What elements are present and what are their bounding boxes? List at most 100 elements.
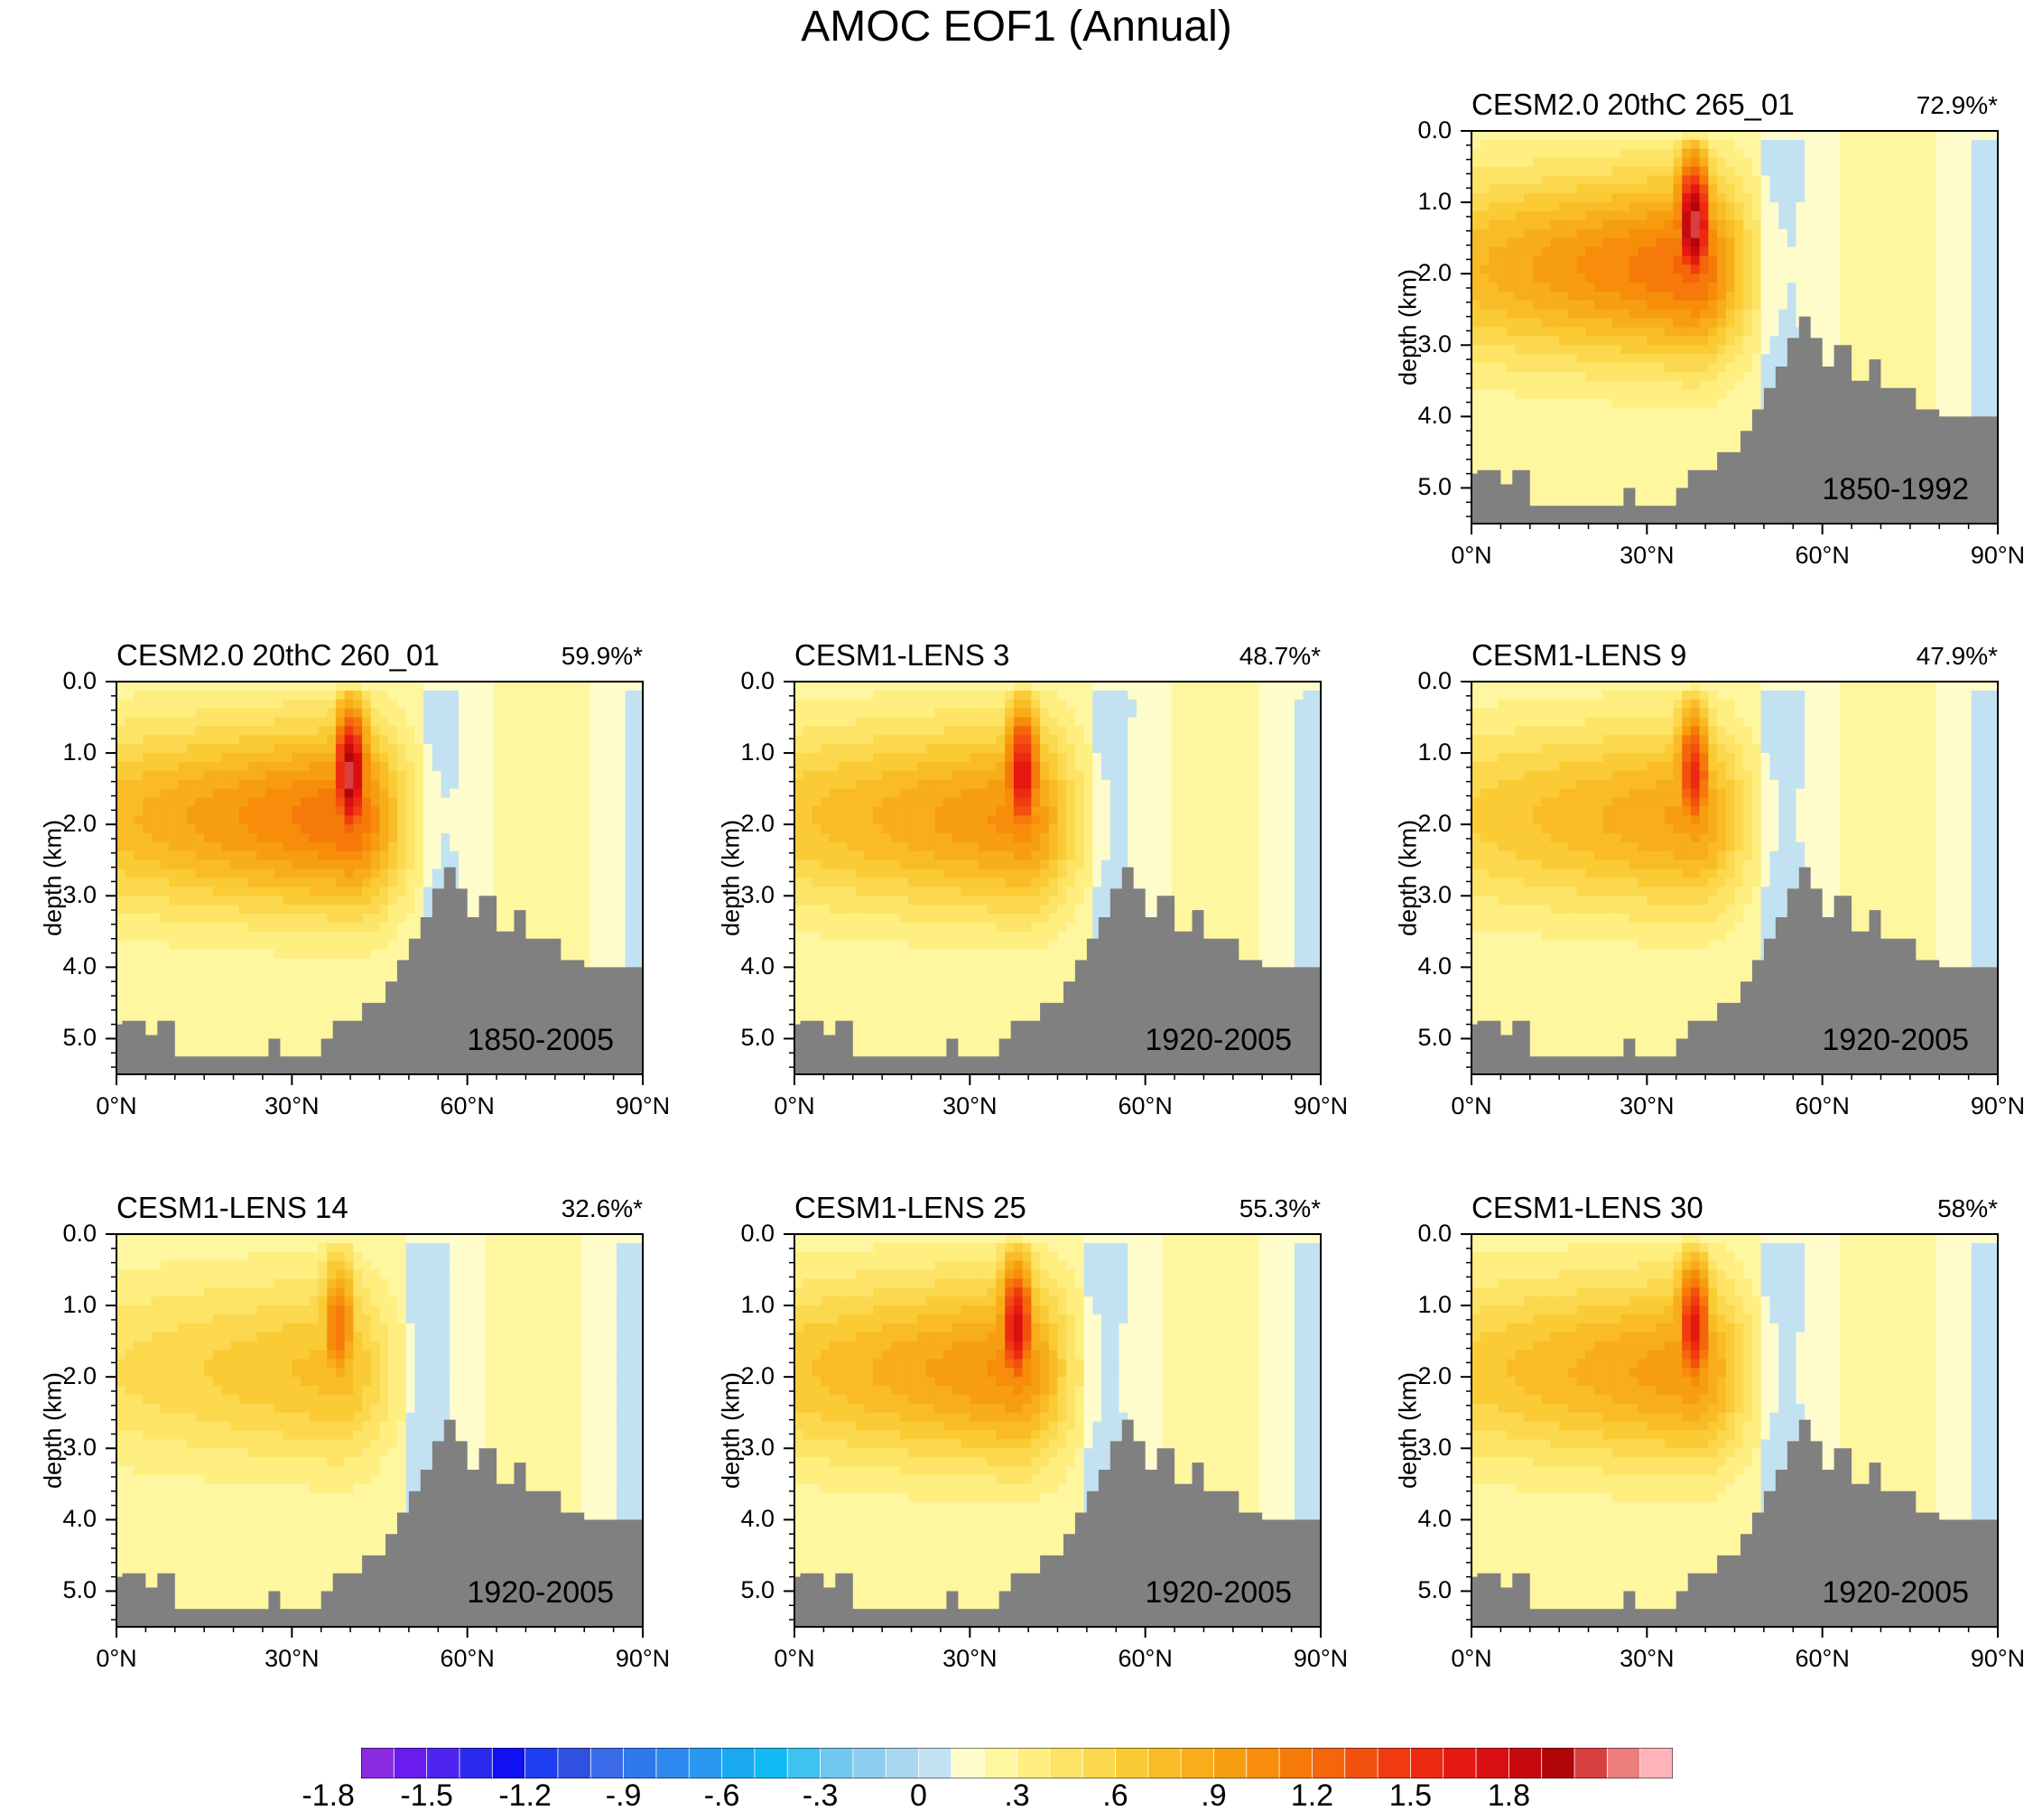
heatmap-cell (414, 779, 424, 790)
heatmap-cell (134, 976, 144, 986)
heatmap-cell (116, 841, 126, 852)
heatmap-cell (554, 690, 565, 701)
heatmap-cell (283, 797, 292, 808)
heatmap-cell (1796, 219, 1806, 230)
heatmap-cell (1506, 425, 1517, 435)
heatmap-cell (554, 770, 565, 781)
heatmap-cell (204, 735, 214, 745)
heatmap-cell (195, 682, 205, 692)
heatmap-cell (1480, 193, 1490, 203)
heatmap-cell (1751, 219, 1762, 230)
heatmap-cell (1866, 255, 1876, 265)
heatmap-cell (1725, 219, 1736, 230)
heatmap-cell (423, 905, 433, 915)
heatmap-cell (1690, 283, 1701, 292)
heatmap-cell (221, 850, 231, 861)
heatmap-cell (1594, 193, 1604, 203)
heatmap-cell (1594, 309, 1604, 320)
heatmap-cell (1805, 246, 1815, 257)
heatmap-cell (1866, 283, 1876, 292)
heatmap-cell (212, 753, 223, 763)
heatmap-cell (344, 922, 354, 933)
heatmap-cell (1831, 255, 1841, 265)
heatmap-cell (327, 708, 337, 719)
heatmap-cell (256, 949, 266, 960)
heatmap-cell (1629, 434, 1639, 444)
heatmap-cell (1594, 389, 1604, 400)
heatmap-cell (1664, 255, 1675, 265)
heatmap-cell (239, 770, 249, 781)
heatmap-cell (1664, 460, 1675, 471)
heatmap-cell (370, 859, 381, 870)
heatmap-cell (1840, 131, 1850, 141)
heatmap-cell (1602, 274, 1613, 283)
heatmap-cell (1533, 380, 1543, 391)
heatmap-cell (1805, 148, 1815, 159)
heatmap-cell (125, 976, 135, 986)
heatmap-cell (1550, 255, 1560, 265)
heatmap-cell (1550, 139, 1560, 150)
heatmap-cell (1585, 434, 1595, 444)
heatmap-cell (160, 985, 170, 995)
heatmap-cell (1848, 318, 1859, 329)
heatmap-cell (1550, 274, 1560, 283)
heatmap-cell (1515, 202, 1525, 212)
heatmap-cell (309, 940, 320, 951)
heatmap-cell (1787, 139, 1797, 150)
y-tick-label: 1.0 (1417, 188, 1452, 216)
heatmap-cell (309, 922, 320, 933)
heatmap-cell (458, 824, 469, 834)
heatmap-cell (353, 833, 363, 843)
heatmap-cell (335, 922, 346, 933)
heatmap-cell (1664, 210, 1675, 221)
heatmap-cell (467, 878, 477, 887)
heatmap-cell (362, 717, 372, 728)
heatmap-cell (1699, 460, 1709, 471)
heatmap-cell (1751, 283, 1762, 292)
heatmap-cell (1585, 228, 1595, 239)
heatmap-cell (1647, 274, 1657, 283)
heatmap-cell (511, 878, 521, 887)
heatmap-cell (1471, 354, 1481, 364)
heatmap-cell (1927, 219, 1937, 230)
heatmap-cell (1769, 274, 1779, 283)
heatmap-cell (370, 806, 381, 816)
heatmap-cell (1901, 318, 1911, 329)
heatmap-cell (502, 682, 512, 692)
heatmap-cell (1498, 345, 1508, 355)
heatmap-cell (125, 914, 135, 924)
heatmap-cell (1751, 202, 1762, 212)
heatmap-cell (309, 1038, 320, 1048)
heatmap-cell (528, 850, 538, 861)
heatmap-cell (1506, 416, 1517, 426)
heatmap-cell (1567, 363, 1578, 373)
heatmap-cell (1874, 210, 1885, 221)
heatmap-cell (186, 797, 197, 808)
heatmap-cell (160, 779, 170, 790)
heatmap-cell (1822, 309, 1832, 320)
heatmap-cell (1805, 175, 1815, 185)
heatmap-cell (327, 682, 337, 692)
heatmap-cell (1874, 265, 1885, 274)
heatmap-cell (1664, 237, 1675, 248)
heatmap-cell (1524, 202, 1534, 212)
heatmap-cell (247, 958, 258, 968)
heatmap-cell (1480, 283, 1490, 292)
heatmap-cell (1550, 434, 1560, 444)
heatmap-cell (1533, 345, 1543, 355)
heatmap-cell (511, 841, 521, 852)
heatmap-cell (344, 735, 354, 745)
heatmap-cell (1805, 309, 1815, 320)
heatmap-cell (247, 1002, 258, 1013)
heatmap-cell (1725, 210, 1736, 221)
heatmap-cell (1708, 443, 1718, 453)
heatmap-cell (256, 779, 266, 790)
heatmap-cell (1638, 139, 1648, 150)
heatmap-cell (1743, 425, 1753, 435)
heatmap-cell (1909, 327, 1920, 337)
heatmap-cell (265, 841, 275, 852)
heatmap-cell (1629, 246, 1639, 257)
heatmap-cell (502, 815, 512, 825)
heatmap-cell (327, 717, 337, 728)
heatmap-cell (1567, 354, 1578, 364)
